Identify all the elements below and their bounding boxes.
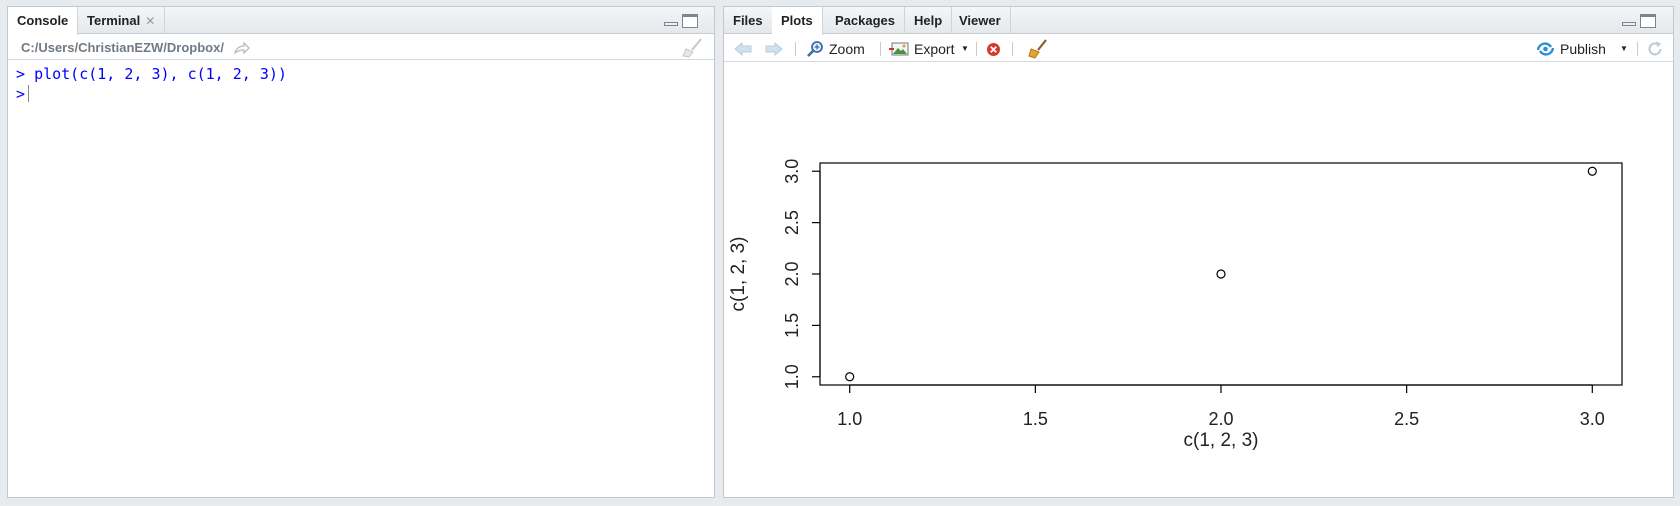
tab-files-label: Files <box>733 13 763 28</box>
clear-console-broom-icon[interactable] <box>682 38 704 58</box>
tab-terminal[interactable]: Terminal ✕ <box>78 7 166 34</box>
maximize-icon[interactable] <box>682 14 698 28</box>
y-tick-label: 3.0 <box>782 159 802 184</box>
back-arrow-icon[interactable] <box>734 42 752 56</box>
magnifier-icon <box>807 41 823 57</box>
tab-console[interactable]: Console <box>8 7 79 35</box>
console-prompt: > <box>16 65 26 83</box>
toolbar-separator <box>1637 42 1638 56</box>
y-axis: 1.0 1.5 2.0 2.5 3.0 <box>782 159 821 389</box>
y-tick-label: 1.5 <box>782 313 802 338</box>
toolbar-separator <box>880 42 881 56</box>
console-line: > plot(c(1, 2, 3), c(1, 2, 3)) <box>16 64 706 84</box>
toolbar-separator <box>976 42 977 56</box>
publish-button[interactable]: Publish ▼ <box>1536 39 1628 59</box>
plot-area[interactable]: 1.0 1.5 2.0 2.5 3.0 1.0 1.5 2.0 2.5 3.0 c(1, 2, … <box>724 63 1673 497</box>
forward-arrow-icon[interactable] <box>765 42 783 56</box>
tab-viewer[interactable]: Viewer <box>950 7 1011 34</box>
x-axis: 1.0 1.5 2.0 2.5 3.0 <box>837 384 1605 429</box>
tab-help[interactable]: Help <box>905 7 953 34</box>
tab-plots-label: Plots <box>781 13 813 28</box>
y-tick-label: 2.0 <box>782 261 802 286</box>
go-to-directory-icon[interactable] <box>234 42 250 54</box>
plot-frame <box>819 162 1623 386</box>
text-cursor <box>28 85 30 102</box>
scatter-plot: 1.0 1.5 2.0 2.5 3.0 1.0 1.5 2.0 2.5 3.0 c(1, 2, … <box>728 159 1623 451</box>
x-tick-label: 2.5 <box>1394 409 1419 429</box>
console-prompt: > <box>16 85 26 103</box>
remove-plot-icon[interactable] <box>986 42 1001 57</box>
export-image-icon <box>889 42 909 56</box>
zoom-button-label: Zoom <box>829 41 865 57</box>
console-pane: Console Terminal ✕ C:/Users/ChristianEZW/… <box>7 6 715 498</box>
tab-console-label: Console <box>17 13 69 28</box>
working-directory-bar: C:/Users/ChristianEZW/Dropbox/ <box>8 35 714 60</box>
tab-files[interactable]: Files <box>724 7 773 34</box>
data-point <box>1216 269 1226 279</box>
tab-packages-label: Packages <box>835 13 895 28</box>
plots-tabbar: Files Plots Packages Help Viewer <box>724 7 1673 35</box>
refresh-icon[interactable] <box>1646 40 1664 58</box>
console-line: > <box>16 84 706 104</box>
broom-icon[interactable] <box>1028 39 1048 59</box>
console-tabbar: Console Terminal ✕ <box>8 7 714 35</box>
publish-icon <box>1536 42 1555 56</box>
data-points <box>845 166 1597 382</box>
y-tick-label: 1.0 <box>782 364 802 389</box>
data-point <box>1587 166 1597 176</box>
chevron-down-icon: ▼ <box>961 44 969 53</box>
tab-terminal-label: Terminal <box>87 13 141 28</box>
working-directory-path: C:/Users/ChristianEZW/Dropbox/ <box>21 40 224 55</box>
tab-viewer-label: Viewer <box>959 13 1001 28</box>
y-axis-label: c(1, 2, 3) <box>728 237 749 312</box>
publish-button-label: Publish <box>1560 41 1606 57</box>
minimize-icon[interactable] <box>1622 22 1636 26</box>
x-tick-label: 2.0 <box>1208 409 1233 429</box>
toolbar-separator <box>1012 42 1013 56</box>
maximize-icon[interactable] <box>1640 14 1656 28</box>
x-tick-label: 1.0 <box>837 409 862 429</box>
tab-packages[interactable]: Packages <box>826 7 905 34</box>
x-axis-label: c(1, 2, 3) <box>1184 430 1259 451</box>
console-command: plot(c(1, 2, 3), c(1, 2, 3)) <box>34 65 287 83</box>
plots-toolbar: Zoom Export ▼ <box>724 35 1673 62</box>
x-tick-label: 1.5 <box>1023 409 1048 429</box>
tab-help-label: Help <box>914 13 943 28</box>
chevron-down-icon: ▼ <box>1620 44 1628 53</box>
export-button[interactable]: Export ▼ <box>889 39 969 59</box>
close-icon[interactable]: ✕ <box>145 14 156 28</box>
tab-plots[interactable]: Plots <box>772 7 823 35</box>
plots-pane: Files Plots Packages Help Viewer Zoom <box>723 6 1674 498</box>
console-output[interactable]: > plot(c(1, 2, 3), c(1, 2, 3)) > <box>8 61 714 497</box>
data-point <box>845 372 855 382</box>
export-button-label: Export <box>914 41 955 57</box>
y-tick-label: 2.5 <box>782 210 802 235</box>
toolbar-separator <box>795 42 796 56</box>
minimize-icon[interactable] <box>664 22 678 26</box>
x-tick-label: 3.0 <box>1580 409 1605 429</box>
